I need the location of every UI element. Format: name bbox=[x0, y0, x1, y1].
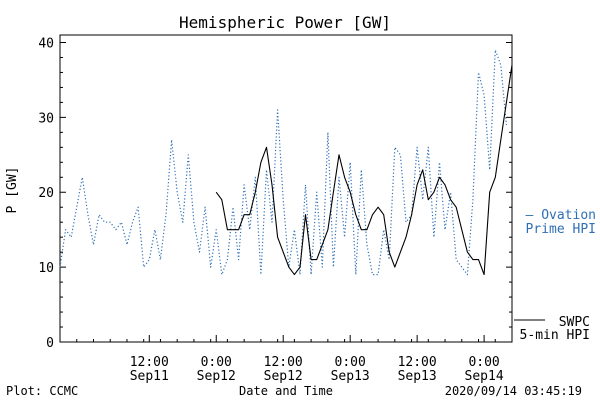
x-tick-date-label: Sep14 bbox=[465, 369, 504, 384]
x-tick-date-label: Sep13 bbox=[398, 369, 437, 384]
y-axis-label: P [GW] bbox=[5, 167, 20, 214]
legend-ovation-line2: Prime HPI bbox=[526, 222, 596, 237]
legend-swpc: SWPC 5-min HPI bbox=[514, 315, 590, 343]
ovation-prime-line bbox=[59, 49, 507, 276]
plot-frame bbox=[59, 34, 513, 343]
x-tick-date-label: Sep11 bbox=[130, 369, 169, 384]
y-tick-label: 10 bbox=[38, 261, 54, 276]
x-tick-date-label: Sep12 bbox=[197, 369, 236, 384]
x-tick-time-label: 12:00 bbox=[264, 355, 303, 370]
footer-timestamp: 2020/09/14 03:45:19 bbox=[445, 384, 582, 398]
x-axis: 12:00Sep110:00Sep1212:00Sep120:00Sep1312… bbox=[59, 335, 513, 384]
x-tick-time-label: 12:00 bbox=[130, 355, 169, 370]
legend-swpc-line1: SWPC bbox=[559, 315, 590, 330]
y-tick-label: 0 bbox=[46, 336, 54, 351]
legend-ovation: — Ovation Prime HPI bbox=[526, 208, 596, 237]
legend-swpc-line2: 5-min HPI bbox=[520, 328, 590, 343]
x-tick-time-label: 0:00 bbox=[335, 355, 366, 370]
swpc-hpi-line bbox=[215, 64, 513, 276]
y-axis: 0 10 20 30 40 bbox=[38, 36, 512, 351]
legend-ovation-line1: — Ovation bbox=[526, 208, 596, 223]
x-tick-date-label: Sep13 bbox=[331, 369, 370, 384]
x-axis-label: Date and Time bbox=[239, 384, 333, 398]
x-tick-time-label: 0:00 bbox=[468, 355, 499, 370]
footer-credit: Plot: CCMC bbox=[6, 384, 78, 398]
y-tick-label: 30 bbox=[38, 111, 54, 126]
x-tick-time-label: 12:00 bbox=[398, 355, 437, 370]
series-layer bbox=[59, 49, 513, 276]
x-tick-time-label: 0:00 bbox=[201, 355, 232, 370]
y-tick-label: 20 bbox=[38, 186, 54, 201]
chart-title: Hemispheric Power [GW] bbox=[179, 13, 391, 32]
x-tick-date-label: Sep12 bbox=[264, 369, 303, 384]
y-tick-label: 40 bbox=[38, 36, 54, 51]
